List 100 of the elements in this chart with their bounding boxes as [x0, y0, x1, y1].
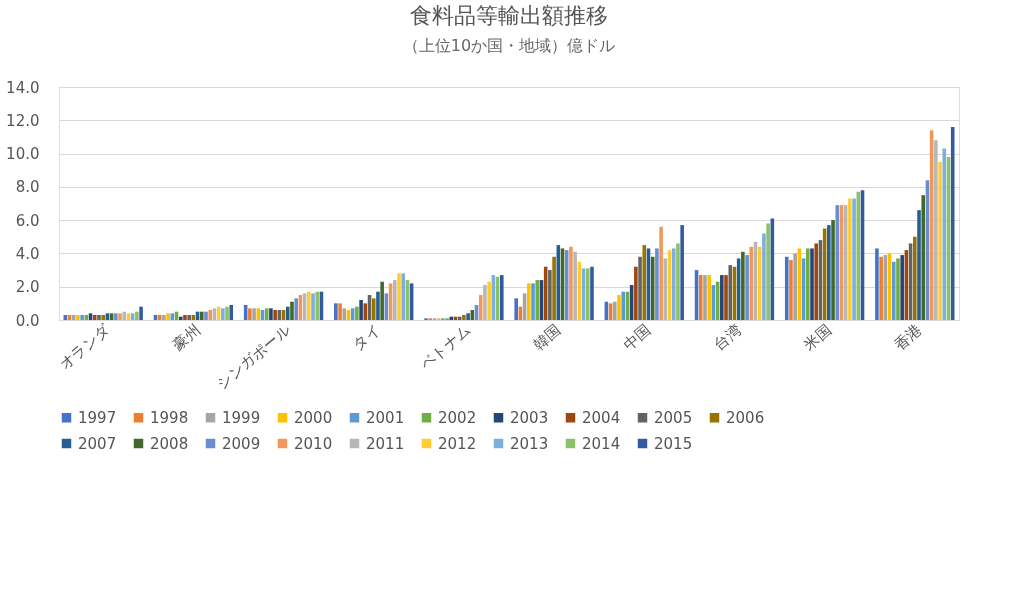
- legend-label: 2004: [582, 408, 621, 427]
- bar: [273, 310, 277, 320]
- bar: [680, 225, 684, 320]
- bar: [166, 313, 170, 320]
- legend-label: 1997: [78, 408, 117, 427]
- bar: [315, 291, 320, 320]
- legend-label: 2005: [654, 408, 693, 427]
- legend-label: 2008: [150, 434, 189, 453]
- bar: [875, 248, 879, 320]
- x-tick-label: シンガポール: [213, 320, 294, 393]
- bar: [449, 316, 454, 320]
- bar: [621, 291, 626, 320]
- bar: [917, 210, 921, 320]
- bar: [728, 265, 733, 320]
- bar: [342, 308, 347, 320]
- bar: [139, 306, 143, 320]
- bar: [307, 291, 311, 320]
- bar: [789, 260, 793, 320]
- y-tick-label: 10.0: [6, 145, 40, 164]
- bar: [338, 303, 342, 320]
- bar: [564, 250, 569, 320]
- legend-label: 2003: [510, 408, 549, 427]
- bar: [659, 226, 663, 320]
- legend-label: 2009: [222, 434, 261, 453]
- bar: [359, 300, 363, 320]
- bar: [638, 256, 642, 320]
- bar: [938, 161, 942, 320]
- bar: [655, 248, 659, 320]
- bar: [462, 315, 466, 320]
- bar: [487, 281, 491, 320]
- y-tick-label: 8.0: [15, 178, 40, 197]
- bar: [355, 306, 359, 320]
- bar: [569, 246, 573, 320]
- bar: [896, 258, 900, 320]
- bar: [208, 310, 212, 320]
- bar: [80, 315, 84, 320]
- x-tick-label: ベトナム: [416, 320, 475, 374]
- bar: [401, 273, 405, 320]
- bar: [707, 275, 711, 320]
- bar: [478, 295, 483, 320]
- x-tick-label: オランダ: [55, 320, 115, 374]
- x-tick-label: 中国: [620, 320, 655, 355]
- bar: [97, 315, 101, 320]
- bar: [552, 256, 556, 320]
- bar: [397, 273, 401, 320]
- bar: [290, 301, 294, 320]
- bar: [810, 248, 814, 320]
- bar: [466, 313, 470, 320]
- bar: [221, 308, 225, 320]
- bar: [204, 311, 208, 320]
- bar: [676, 243, 680, 320]
- bar: [252, 308, 256, 320]
- bar: [585, 268, 590, 320]
- bar: [573, 251, 577, 320]
- bar: [527, 283, 531, 320]
- bar: [793, 253, 797, 320]
- x-tick-label: 韓国: [529, 320, 565, 355]
- x-tick-label: 米国: [800, 320, 835, 355]
- legend-label: 1998: [150, 408, 189, 427]
- x-tick-label: 豪州: [169, 320, 204, 355]
- y-tick-label: 2.0: [15, 278, 40, 297]
- x-tick-label: 台湾: [710, 320, 745, 355]
- bar: [114, 313, 118, 320]
- bar: [720, 275, 724, 320]
- bar: [852, 198, 856, 320]
- y-tick-label: 4.0: [15, 244, 40, 263]
- bar: [380, 281, 384, 320]
- bar: [225, 306, 229, 320]
- bar: [891, 261, 896, 320]
- bar: [162, 315, 166, 320]
- bar: [71, 315, 76, 320]
- bar: [879, 256, 883, 320]
- bar: [122, 311, 127, 320]
- legend-label: 2001: [366, 408, 405, 427]
- bar: [848, 198, 852, 320]
- legend-label: 2006: [726, 408, 765, 427]
- bar: [617, 295, 621, 320]
- y-tick-label: 12.0: [6, 111, 40, 130]
- bar: [483, 285, 487, 320]
- legend-label: 2015: [654, 434, 693, 453]
- bar: [248, 308, 252, 320]
- bar: [921, 195, 926, 320]
- bar: [514, 298, 518, 320]
- bar: [814, 243, 818, 320]
- legend-label: 2014: [582, 434, 621, 453]
- bar: [642, 245, 647, 320]
- bar: [913, 236, 917, 320]
- bar: [371, 298, 376, 320]
- chart-title: 食料品等輸出額推移: [410, 3, 608, 28]
- bar: [741, 251, 745, 320]
- legend-label: 2013: [510, 434, 549, 453]
- chart-subtitle: （上位10か国・地域）億ドル: [402, 36, 616, 55]
- bar: [101, 315, 105, 320]
- bar: [229, 305, 234, 320]
- bar: [762, 233, 766, 320]
- bar: [698, 275, 703, 320]
- y-tick-label: 0.0: [15, 311, 40, 330]
- bar: [500, 275, 504, 320]
- bar: [703, 275, 707, 320]
- legend-label: 1999: [222, 408, 261, 427]
